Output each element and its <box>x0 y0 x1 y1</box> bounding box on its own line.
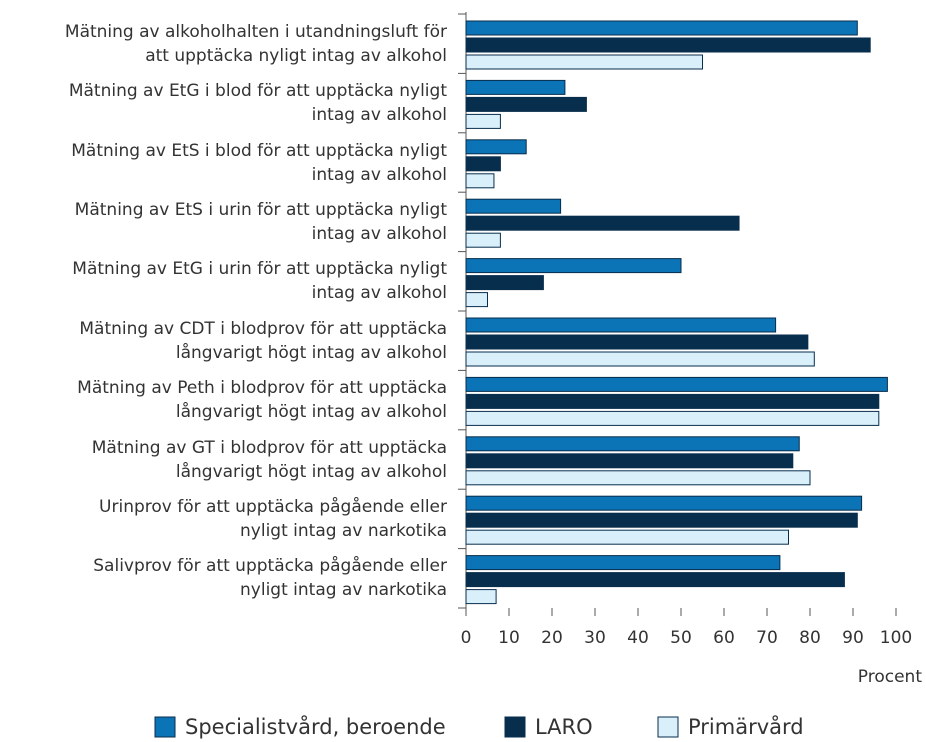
bar <box>465 292 488 308</box>
bar <box>465 113 501 129</box>
legend-label: Primärvård <box>688 714 804 739</box>
category-label: Mätning av GT i blodprov för att upptäck… <box>91 437 447 482</box>
x-axis-label: Procent <box>858 667 923 687</box>
category-label: Mätning av Peth i blodprov för att upptä… <box>77 378 447 423</box>
x-tick-label: 30 <box>584 628 606 648</box>
bar <box>465 572 845 588</box>
x-tick-label: 50 <box>670 628 692 648</box>
category-label: Mätning av EtS i urin för att upptäcka n… <box>74 199 447 244</box>
legend-label: Specialistvård, beroende <box>185 714 446 739</box>
category-label: Salivprov för att upptäcka pågående elle… <box>93 556 447 601</box>
legend-label: LARO <box>535 715 593 739</box>
bar <box>465 376 888 392</box>
bar <box>465 139 527 155</box>
x-tick-label: 70 <box>756 628 778 648</box>
category-label: Mätning av EtG i urin för att upptäcka n… <box>72 259 447 304</box>
category-label: Mätning av EtS i blod för att upptäcka n… <box>71 140 447 185</box>
bar <box>465 334 809 350</box>
bar <box>465 173 495 189</box>
bar <box>465 232 501 248</box>
x-tick-label: 90 <box>842 628 864 648</box>
bar <box>465 258 682 274</box>
bar <box>465 512 858 528</box>
x-tick-label: 0 <box>461 628 472 648</box>
bar <box>465 198 562 214</box>
category-label: Mätning av alkoholhalten i utandningsluf… <box>64 21 447 66</box>
bar <box>465 54 703 70</box>
x-tick-label: 80 <box>799 628 821 648</box>
category-label: Mätning av CDT i blodprov för att upptäc… <box>79 318 447 363</box>
category-label: Mätning av EtG i blod för att upptäcka n… <box>68 81 447 126</box>
legend-swatch <box>154 716 176 738</box>
x-tick-label: 10 <box>498 628 520 648</box>
legend-swatch <box>657 716 679 738</box>
x-tick-label: 60 <box>713 628 735 648</box>
bar <box>465 436 800 452</box>
bar <box>465 529 789 545</box>
bar <box>465 317 777 333</box>
category-label: Urinprov för att upptäcka pågående eller… <box>99 496 447 541</box>
bar <box>465 20 858 36</box>
bar <box>465 589 497 605</box>
bar <box>465 495 863 511</box>
bar <box>465 453 794 469</box>
bar <box>465 470 811 486</box>
bar <box>465 351 815 367</box>
bar <box>465 410 880 426</box>
x-tick-label: 20 <box>541 628 563 648</box>
x-tick-label: 100 <box>880 628 912 648</box>
bar <box>465 215 740 231</box>
bar <box>465 156 501 172</box>
bar <box>465 393 880 409</box>
bar <box>465 555 781 571</box>
x-tick-label: 40 <box>627 628 649 648</box>
bar <box>465 79 566 95</box>
legend-swatch <box>504 716 526 738</box>
bar <box>465 96 587 112</box>
bar <box>465 37 871 53</box>
bar <box>465 275 544 291</box>
